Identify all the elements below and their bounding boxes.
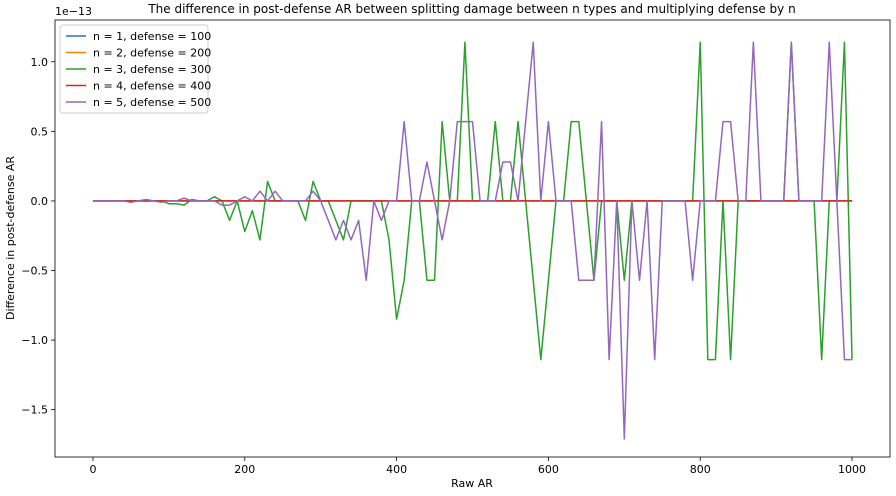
legend-label: n = 3, defense = 300	[93, 63, 211, 76]
x-tick-label: 0	[89, 463, 96, 476]
legend-label: n = 2, defense = 200	[93, 47, 211, 60]
x-axis-label: Raw AR	[451, 477, 493, 490]
series-line	[92, 41, 853, 440]
y-offset-label: 1e−13	[55, 5, 92, 18]
x-tick-label: 200	[234, 463, 255, 476]
legend: n = 1, defense = 100 n = 2, defense = 200…	[59, 24, 211, 114]
y-tick-label: −1.0	[21, 334, 48, 347]
plot-frame	[54, 19, 891, 458]
x-tick-label: 1000	[838, 463, 866, 476]
y-axis-label: Difference in post-defense AR	[4, 156, 17, 320]
legend-label: n = 1, defense = 100	[93, 30, 211, 43]
y-tick-label: 0.5	[31, 125, 49, 138]
legend-label: n = 5, defense = 500	[93, 96, 211, 109]
y-tick-label: 1.0	[31, 56, 49, 69]
y-tick-label: −0.5	[21, 265, 48, 278]
legend-label: n = 4, defense = 400	[93, 80, 211, 93]
y-tick-label: −1.5	[21, 404, 48, 417]
chart-title: The difference in post-defense AR betwee…	[147, 2, 795, 16]
y-tick-label: 0.0	[31, 195, 49, 208]
x-tick-label: 600	[538, 463, 559, 476]
x-tick-label: 400	[386, 463, 407, 476]
legend-box	[59, 24, 209, 114]
x-tick-label: 800	[690, 463, 711, 476]
